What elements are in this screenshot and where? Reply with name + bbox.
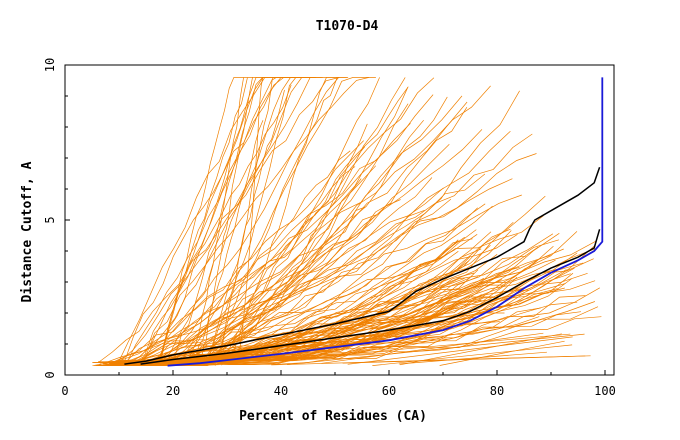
y-axis-label: Distance Cutoff, A — [20, 161, 35, 302]
background-model-line — [214, 77, 338, 366]
background-model-line — [237, 77, 268, 363]
background-model-line — [145, 85, 491, 366]
highlighted-model-curves — [124, 77, 604, 367]
background-model-line — [104, 122, 411, 367]
background-model-line — [138, 199, 401, 367]
series-line-3 — [167, 77, 604, 367]
x-tick-label: 100 — [594, 384, 616, 398]
background-model-line — [98, 95, 463, 363]
background-model-line — [115, 316, 602, 367]
background-model-line — [172, 77, 380, 367]
x-axis-ticks: 0 20 40 60 80 100 — [61, 370, 616, 398]
background-model-line — [321, 332, 544, 364]
background-model-line — [170, 77, 376, 365]
y-tick-label: 5 — [43, 216, 57, 223]
chart-title: T1070-D4 — [316, 19, 379, 34]
background-model-line — [372, 344, 573, 366]
background-model-line — [398, 351, 547, 365]
background-model-line — [439, 340, 565, 366]
background-model-line — [122, 77, 304, 366]
background-model-line — [147, 166, 356, 365]
background-model-line — [145, 146, 366, 367]
background-model-line — [180, 153, 537, 366]
background-model-line — [198, 123, 368, 367]
background-model-line — [286, 333, 585, 365]
background-model-line — [192, 107, 468, 363]
background-model-line — [97, 277, 485, 367]
x-axis-label: Percent of Residues (CA) — [239, 409, 427, 424]
background-model-line — [154, 77, 266, 366]
background-model-line — [135, 84, 292, 366]
background-model-line — [342, 355, 591, 364]
background-model-line — [135, 77, 435, 364]
background-model-line — [115, 77, 339, 367]
background-model-line — [132, 77, 323, 366]
background-model-curves — [92, 77, 602, 367]
background-model-line — [110, 140, 364, 367]
background-model-line — [111, 214, 378, 363]
x-tick-label: 60 — [382, 384, 396, 398]
x-tick-label: 40 — [274, 384, 288, 398]
y-axis-ticks: 0 5 10 — [43, 58, 70, 379]
background-model-line — [232, 333, 571, 365]
background-model-line — [136, 130, 511, 367]
y-tick-label: 0 — [43, 371, 57, 378]
background-model-line — [120, 187, 444, 367]
background-model-line — [158, 77, 244, 366]
series-line-2 — [140, 229, 601, 365]
background-model-line — [206, 89, 285, 366]
background-model-line — [107, 101, 468, 367]
background-model-line — [347, 336, 573, 365]
background-model-line — [185, 77, 247, 366]
series-line-1 — [124, 167, 601, 365]
y-tick-label: 10 — [43, 58, 57, 72]
x-tick-label: 0 — [61, 384, 68, 398]
background-model-line — [97, 178, 513, 366]
background-model-line — [124, 77, 313, 366]
x-tick-label: 20 — [166, 384, 180, 398]
background-model-line — [140, 234, 518, 362]
background-model-line — [141, 77, 370, 366]
x-tick-label: 80 — [490, 384, 504, 398]
